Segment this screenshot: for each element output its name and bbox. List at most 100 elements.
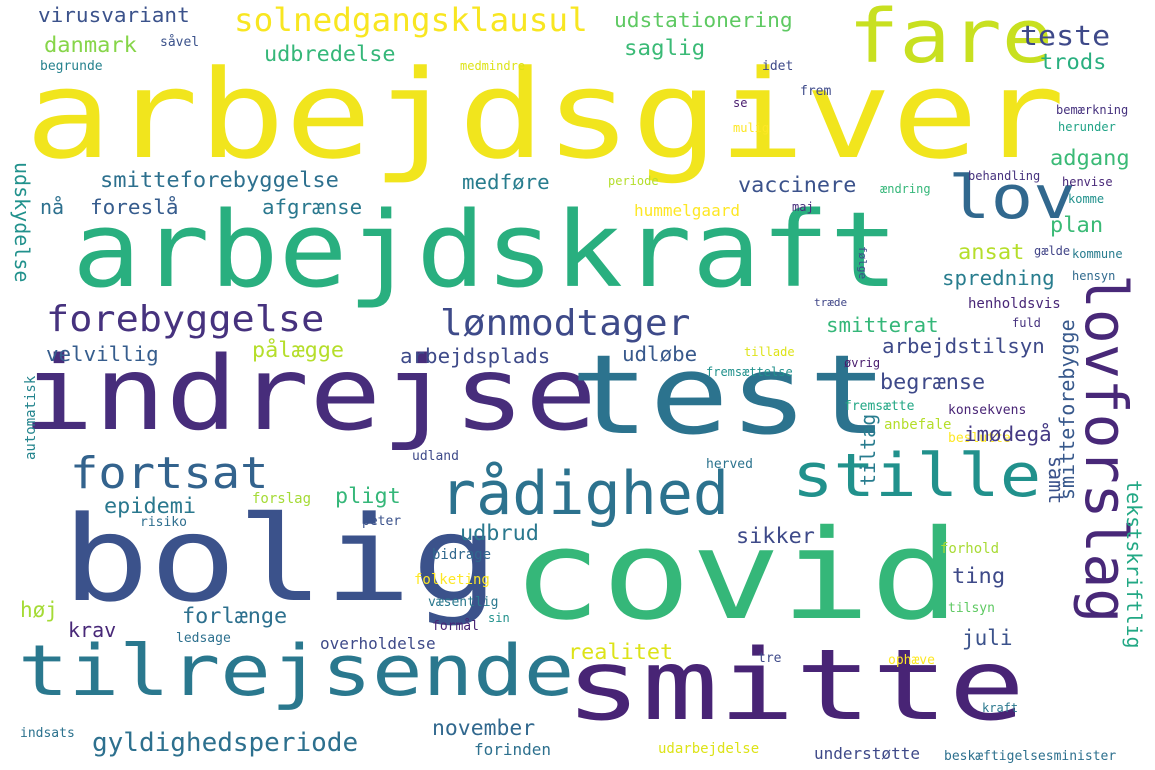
word-saglig: saglig xyxy=(624,36,706,60)
word-stille: stille xyxy=(792,441,1042,511)
word-behandling: behandling xyxy=(968,169,1041,183)
word-solnedgangsklausul: solnedgangsklausul xyxy=(234,1,588,39)
word-krav: krav xyxy=(68,618,117,642)
word-indrejse: indrejse xyxy=(22,335,597,454)
word-afgraense: afgrænse xyxy=(262,195,363,219)
word-overholdelse: overholdelse xyxy=(320,634,436,653)
word-trods: trods xyxy=(1040,50,1107,74)
word-covid: covid xyxy=(512,504,960,648)
word-forhold: forhold xyxy=(940,541,1000,557)
word-medfore: medføre xyxy=(462,170,550,194)
word-bolig: bolig xyxy=(62,490,499,628)
word-automatisk: automatisk xyxy=(23,375,39,460)
word-indsats: indsats xyxy=(20,726,75,741)
word-anbefale: anbefale xyxy=(884,417,952,433)
word-bidrage: bidrage xyxy=(432,547,492,563)
word-komme: komme xyxy=(1068,192,1105,206)
word-ansat: ansat xyxy=(958,240,1025,264)
word-forinden: forinden xyxy=(474,740,552,759)
word-pligt: pligt xyxy=(335,484,401,508)
word-understotte: understøtte xyxy=(814,744,920,763)
word-sin: sin xyxy=(488,611,510,625)
word-folketing: folketing xyxy=(414,572,490,588)
word-smitteforebygge: smitteforebygge xyxy=(1055,319,1079,500)
word-smitte: smitte xyxy=(565,629,1026,743)
word-kommune: kommune xyxy=(1072,247,1123,261)
word-sikker: sikker xyxy=(736,524,815,548)
word-herunder: herunder xyxy=(1058,120,1116,134)
word-smitterat: smitterat xyxy=(826,313,939,337)
word-fremsaette: fremsætte xyxy=(844,399,915,414)
word-vaccinere: vaccinere xyxy=(738,173,857,197)
word-tillade: tillade xyxy=(744,345,795,359)
word-juli: juli xyxy=(962,626,1013,650)
word-fremsaettelse: fremsættelse xyxy=(706,365,793,379)
word-hummelgaard: hummelgaard xyxy=(634,201,740,220)
word-ting: ting xyxy=(952,564,1006,588)
word-periode: periode xyxy=(608,174,659,188)
word-hoj: høj xyxy=(20,598,58,622)
word-arbejdsgiver: arbejdsgiver xyxy=(25,44,1066,186)
word-begrunde: begrunde xyxy=(40,59,103,74)
word-vaesentlig: væsentlig xyxy=(428,595,499,610)
word-arbejdstilsyn: arbejdstilsyn xyxy=(882,334,1045,358)
word-realitet: realitet xyxy=(568,640,674,664)
word-henholdsvis: henholdsvis xyxy=(968,296,1061,312)
word-fare: fare xyxy=(848,0,1053,80)
word-mulig: mulig xyxy=(733,121,770,135)
word-tilsyn: tilsyn xyxy=(948,601,995,616)
word-plan: plan xyxy=(1050,213,1104,237)
word-udbrud: udbrud xyxy=(460,521,539,545)
word-medmindre: medmindre xyxy=(460,59,526,73)
word-udskydelse: udskydelse xyxy=(10,162,34,283)
word-henvise: henvise xyxy=(1062,175,1113,189)
word-gaelde: gælde xyxy=(1034,244,1071,258)
word-risiko: risiko xyxy=(140,515,187,530)
word-forebyggelse: forebyggelse xyxy=(46,299,325,340)
word-frem: frem xyxy=(800,84,832,99)
word-radighed: rådighed xyxy=(440,459,729,529)
word-begraense: begrænse xyxy=(880,370,986,394)
word-tilrejsende: tilrejsende xyxy=(18,630,575,712)
word-tre: tre xyxy=(758,651,782,666)
word-gyldighedsperiode: gyldighedsperiode xyxy=(92,728,359,758)
word-fortsat: fortsat xyxy=(70,448,269,499)
word-udstationering: udstationering xyxy=(614,8,793,32)
word-forslag: forslag xyxy=(252,491,312,507)
word-smitteforebyggelse: smitteforebyggelse xyxy=(100,168,339,192)
word-kraft: kraft xyxy=(982,701,1019,715)
word-epidemi: epidemi xyxy=(104,494,197,518)
word-konsekvens: konsekvens xyxy=(948,403,1027,418)
word-spredning: spredning xyxy=(942,266,1055,290)
word-arbejdskraft: arbejdskraft xyxy=(72,189,899,311)
word-beslutte: beslutte xyxy=(948,431,1011,446)
word-idet: idet xyxy=(762,59,794,74)
word-traede: træde xyxy=(814,296,848,309)
word-teste: teste xyxy=(1020,19,1111,52)
word-folge: følge xyxy=(856,246,869,280)
word-formal: formål xyxy=(432,619,479,634)
word-udlobe: udløbe xyxy=(622,342,698,366)
word-lov: lov xyxy=(948,163,1076,233)
word-hensyn: hensyn xyxy=(1072,269,1116,283)
word-velvillig: velvillig xyxy=(46,342,159,366)
word-palaegge: pålægge xyxy=(252,338,345,362)
word-lonmodtager: lønmodtager xyxy=(440,303,691,344)
word-na: nå xyxy=(40,195,65,219)
word-udarbejdelse: udarbejdelse xyxy=(658,741,760,757)
word-tekstskriftlig: tekstskriftlig xyxy=(1122,480,1146,649)
word-ophaeve: ophæve xyxy=(888,653,935,668)
word-adgang: adgang xyxy=(1050,146,1130,170)
word-forlaenge: forlænge xyxy=(182,604,288,628)
word-fuld: fuld xyxy=(1012,316,1041,330)
word-beskaeftigelsesminister: beskæftigelsesminister xyxy=(944,749,1117,764)
word-se: se xyxy=(733,96,748,110)
word-udbredelse: udbredelse xyxy=(264,42,396,66)
word-savel: såvel xyxy=(160,35,200,50)
word-imodega: imødegå xyxy=(964,422,1052,446)
word-ovrig: øvrig xyxy=(844,356,881,370)
word-foresla: foreslå xyxy=(90,195,179,219)
word-maj: maj xyxy=(792,200,814,214)
word-ledsage: ledsage xyxy=(176,631,231,646)
